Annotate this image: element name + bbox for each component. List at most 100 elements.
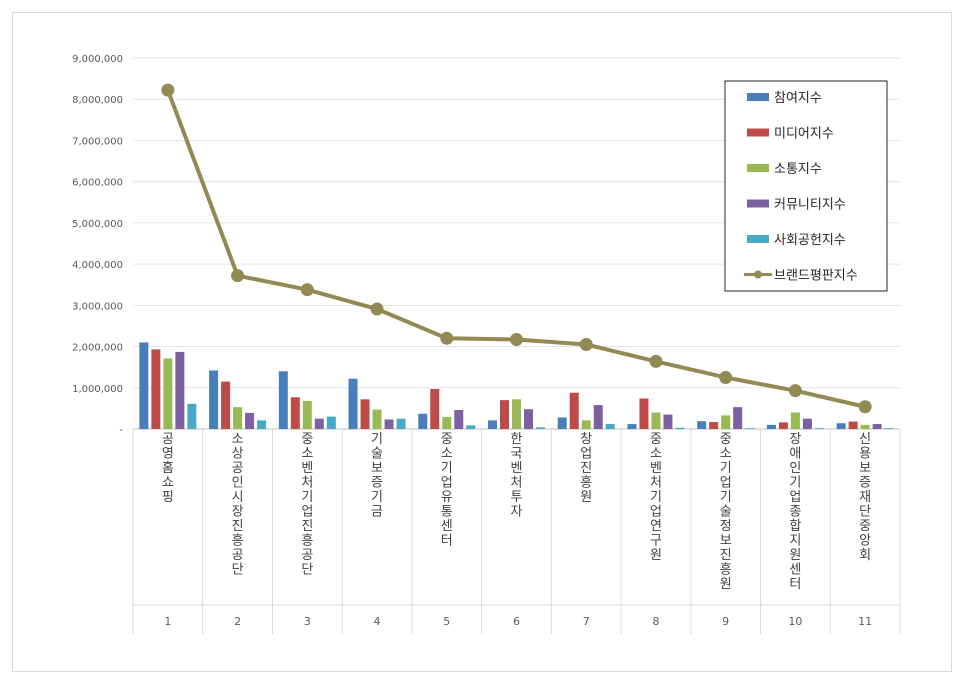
y-tick-label: 2,000,000 bbox=[72, 343, 123, 354]
line-point bbox=[719, 370, 733, 384]
legend-marker bbox=[754, 270, 762, 279]
bar bbox=[500, 400, 509, 429]
x-tick-label: 7 bbox=[583, 615, 590, 628]
line-point bbox=[510, 333, 523, 347]
bar bbox=[836, 423, 846, 429]
line-point bbox=[579, 337, 593, 351]
bar bbox=[257, 420, 267, 429]
bar bbox=[278, 371, 288, 429]
legend-label: 브랜드평판지수 bbox=[774, 269, 858, 284]
bar bbox=[221, 381, 231, 429]
bar bbox=[605, 424, 615, 429]
bar bbox=[697, 421, 707, 429]
legend-swatch bbox=[747, 164, 769, 172]
bar bbox=[790, 412, 800, 429]
bar bbox=[512, 399, 521, 429]
y-tick-label: 8,000,000 bbox=[72, 95, 123, 106]
x-tick-label: 2 bbox=[234, 615, 241, 628]
bar bbox=[766, 424, 776, 429]
bar bbox=[651, 412, 661, 429]
legend-label: 커뮤니티지수 bbox=[774, 198, 846, 213]
line-point bbox=[788, 384, 802, 398]
y-axis: - 1,000,000 2,000,000 3,000,000 4,000,000 5,0… bbox=[72, 54, 123, 436]
bar bbox=[233, 407, 243, 429]
line-point bbox=[300, 283, 314, 297]
bar bbox=[778, 422, 788, 429]
bar bbox=[627, 424, 637, 429]
bar bbox=[209, 370, 219, 429]
bar bbox=[639, 398, 649, 429]
bar bbox=[163, 358, 173, 429]
x-axis: 1 공 영 홈 쇼 핑 2 소 상 공 인 시 장 진 흥 공 단 3 중 소 벤 처 기 업 진 흥 공 단 4 기 술 보 증 기 금 5 중 소 기 업… bbox=[132, 429, 901, 634]
bar bbox=[139, 342, 149, 429]
bar bbox=[569, 392, 579, 429]
y-tick-label: 9,000,000 bbox=[72, 54, 123, 65]
legend-label: 사회공헌지수 bbox=[774, 233, 846, 248]
y-tick-label: 1,000,000 bbox=[72, 384, 123, 395]
bar bbox=[290, 397, 300, 429]
x-tick-label: 10 bbox=[788, 615, 802, 628]
x-tick-label: 3 bbox=[304, 615, 311, 628]
y-tick-label: 6,000,000 bbox=[72, 178, 123, 189]
bar bbox=[372, 409, 382, 429]
bar bbox=[396, 418, 406, 429]
bar bbox=[675, 427, 685, 429]
line-point bbox=[161, 83, 175, 97]
y-tick-label: 3,000,000 bbox=[72, 301, 123, 312]
legend-swatch bbox=[747, 93, 769, 101]
bar bbox=[814, 428, 824, 429]
bar bbox=[488, 420, 497, 429]
bar bbox=[524, 409, 533, 429]
y-tick-label: - bbox=[119, 425, 123, 436]
bar bbox=[430, 389, 440, 429]
line-point bbox=[231, 269, 245, 283]
bar bbox=[848, 421, 858, 429]
x-tick-label: 6 bbox=[513, 615, 520, 628]
bar bbox=[721, 415, 731, 429]
line-point bbox=[370, 302, 384, 316]
bar bbox=[466, 425, 476, 429]
x-tick-label: 11 bbox=[858, 615, 872, 628]
bar-series bbox=[139, 342, 894, 429]
legend-swatch bbox=[747, 128, 769, 137]
bar bbox=[326, 416, 336, 429]
bar bbox=[860, 424, 870, 429]
bar bbox=[187, 403, 197, 429]
bar bbox=[245, 412, 255, 429]
bar bbox=[302, 400, 312, 429]
line-series bbox=[161, 83, 872, 414]
legend-label: 소통지수 bbox=[774, 162, 822, 177]
bar bbox=[175, 351, 185, 429]
bar bbox=[557, 417, 567, 429]
y-tick-label: 5,000,000 bbox=[72, 219, 123, 230]
y-tick-label: 4,000,000 bbox=[72, 260, 123, 271]
bar bbox=[454, 410, 464, 429]
line-point bbox=[858, 400, 872, 414]
bar bbox=[872, 424, 882, 429]
bar bbox=[581, 420, 591, 429]
bar bbox=[709, 421, 719, 429]
bar bbox=[663, 414, 673, 429]
legend-label: 미디어지수 bbox=[774, 127, 834, 142]
x-tick-label: 8 bbox=[652, 615, 659, 628]
x-tick-label: 1 bbox=[164, 615, 171, 628]
x-tick-label: 9 bbox=[722, 615, 729, 628]
y-tick-label: 7,000,000 bbox=[72, 136, 123, 147]
bar bbox=[151, 349, 161, 429]
bar bbox=[536, 427, 545, 429]
x-tick-label: 4 bbox=[374, 615, 381, 628]
legend-box bbox=[724, 80, 888, 292]
bar bbox=[384, 419, 394, 429]
bar bbox=[442, 417, 452, 429]
